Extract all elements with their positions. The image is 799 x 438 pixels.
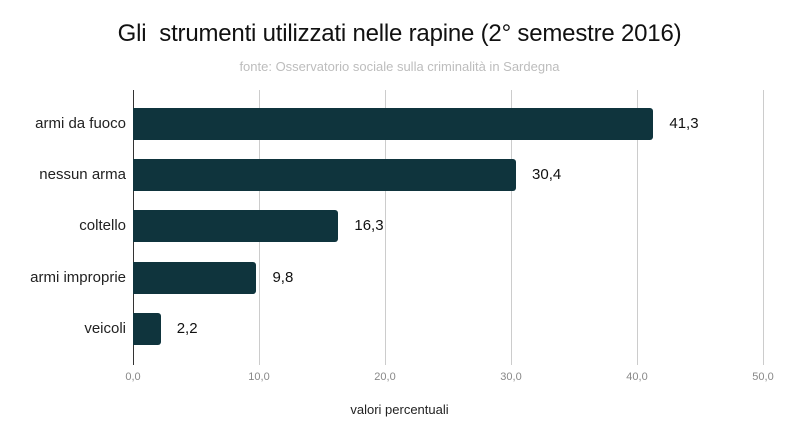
x-tick-label: 0,0	[125, 371, 141, 383]
gridline	[763, 90, 764, 365]
plot-area: 41,3 30,4 16,3 9,8 2,2	[133, 90, 764, 365]
x-tick-label: 10,0	[248, 371, 270, 383]
category-label: armi da fuoco	[35, 115, 126, 132]
chart-subtitle: fonte: Osservatorio sociale sulla crimin…	[239, 59, 560, 74]
bar	[133, 108, 654, 140]
gridline	[637, 90, 638, 365]
bar-value-label: 30,4	[532, 166, 562, 183]
bar-value-label: 9,8	[272, 269, 294, 286]
bar-value-label: 41,3	[669, 115, 699, 132]
chart-title: Gli strumenti utilizzati nelle rapine (2…	[117, 20, 682, 47]
bar-value-label: 2,2	[176, 320, 198, 337]
x-tick-label: 40,0	[626, 371, 648, 383]
bar-value-label: 16,3	[354, 217, 384, 234]
x-tick-label: 50,0	[752, 371, 774, 383]
gridline	[385, 90, 386, 365]
x-tick-label: 30,0	[500, 371, 522, 383]
category-label: coltello	[79, 217, 126, 234]
x-axis-label: valori percentuali	[350, 402, 449, 417]
bar	[133, 210, 339, 242]
bar	[133, 262, 257, 294]
category-label: nessun arma	[39, 166, 126, 183]
bar	[133, 159, 517, 191]
x-tick-label: 20,0	[374, 371, 396, 383]
bar	[133, 313, 161, 345]
gridline	[511, 90, 512, 365]
category-label: veicoli	[84, 320, 126, 337]
category-label: armi improprie	[30, 269, 126, 286]
